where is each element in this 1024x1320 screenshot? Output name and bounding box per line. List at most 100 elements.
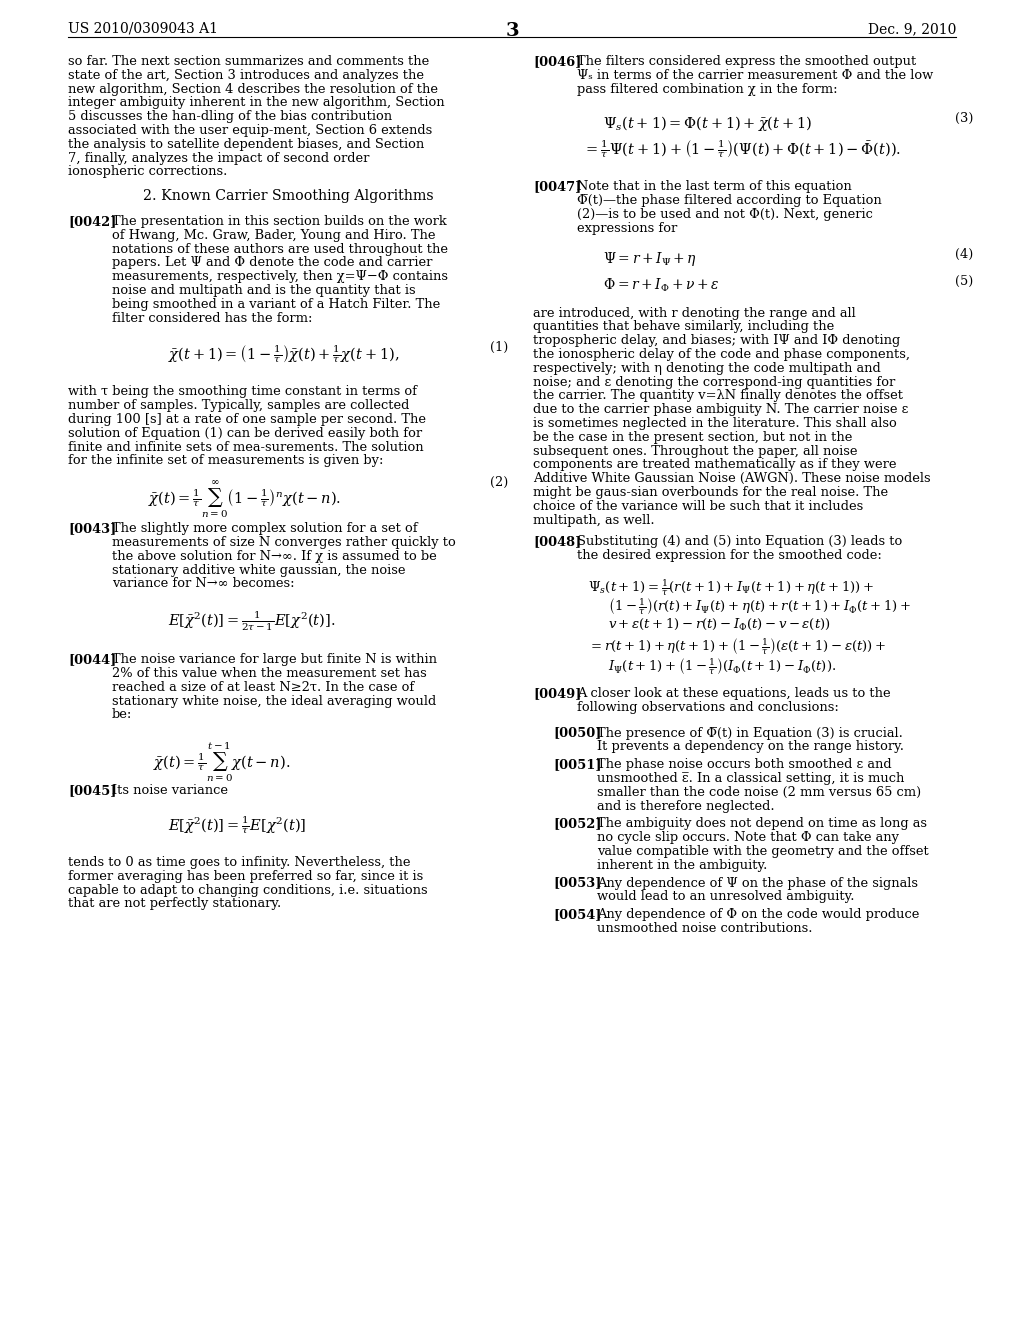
Text: notations of these authors are used throughout the: notations of these authors are used thro… — [112, 243, 449, 256]
Text: [0046]: [0046] — [534, 55, 582, 69]
Text: choice of the variance will be such that it includes: choice of the variance will be such that… — [534, 500, 863, 512]
Text: of Hwang, Mc. Graw, Bader, Young and Hiro. The: of Hwang, Mc. Graw, Bader, Young and Hir… — [112, 228, 435, 242]
Text: (1): (1) — [489, 342, 508, 354]
Text: ionospheric corrections.: ionospheric corrections. — [68, 165, 227, 178]
Text: finite and infinite sets of mea-surements. The solution: finite and infinite sets of mea-surement… — [68, 441, 424, 454]
Text: Substituting (4) and (5) into Equation (3) leads to: Substituting (4) and (5) into Equation (… — [577, 536, 902, 548]
Text: [0051]: [0051] — [553, 758, 601, 771]
Text: pass filtered combination χ in the form:: pass filtered combination χ in the form: — [577, 83, 838, 95]
Text: solution of Equation (1) can be derived easily both for: solution of Equation (1) can be derived … — [68, 426, 422, 440]
Text: noise and multipath and is the quantity that is: noise and multipath and is the quantity … — [112, 284, 416, 297]
Text: 2% of this value when the measurement set has: 2% of this value when the measurement se… — [112, 667, 427, 680]
Text: Any dependence of Ψ on the phase of the signals: Any dependence of Ψ on the phase of the … — [597, 876, 918, 890]
Text: be:: be: — [112, 709, 132, 722]
Text: measurements, respectively, then χ=Ψ−Φ contains: measurements, respectively, then χ=Ψ−Φ c… — [112, 271, 449, 284]
Text: [0050]: [0050] — [553, 726, 601, 739]
Text: [0052]: [0052] — [553, 817, 601, 830]
Text: $\bar{\chi}(t) = \frac{1}{\tau}\sum_{n=0}^{t-1}\chi(t-n).$: $\bar{\chi}(t) = \frac{1}{\tau}\sum_{n=0… — [153, 741, 291, 784]
Text: papers. Let Ψ and Φ denote the code and carrier: papers. Let Ψ and Φ denote the code and … — [112, 256, 432, 269]
Text: US 2010/0309043 A1: US 2010/0309043 A1 — [68, 22, 218, 36]
Text: (3): (3) — [954, 112, 973, 125]
Text: associated with the user equip-ment, Section 6 extends: associated with the user equip-ment, Sec… — [68, 124, 432, 137]
Text: inherent in the ambiguity.: inherent in the ambiguity. — [597, 859, 767, 871]
Text: the carrier. The quantity v=λN finally denotes the offset: the carrier. The quantity v=λN finally d… — [534, 389, 903, 403]
Text: $E[\bar{\chi}^2(t)] = \frac{1}{\tau}E[\chi^2(t)]$: $E[\bar{\chi}^2(t)] = \frac{1}{\tau}E[\c… — [168, 814, 306, 836]
Text: respectively; with η denoting the code multipath and: respectively; with η denoting the code m… — [534, 362, 881, 375]
Text: [0045]: [0045] — [68, 784, 117, 797]
Text: for the infinite set of measurements is given by:: for the infinite set of measurements is … — [68, 454, 384, 467]
Text: multipath, as well.: multipath, as well. — [534, 513, 654, 527]
Text: filter considered has the form:: filter considered has the form: — [112, 312, 312, 325]
Text: integer ambiguity inherent in the new algorithm, Section: integer ambiguity inherent in the new al… — [68, 96, 444, 110]
Text: tropospheric delay, and biases; with IΨ and IΦ denoting: tropospheric delay, and biases; with IΨ … — [534, 334, 900, 347]
Text: $\Psi_s(t+1) = \frac{1}{\tau}(r(t+1)+I_\Psi(t+1)+\eta(t+1)) +$: $\Psi_s(t+1) = \frac{1}{\tau}(r(t+1)+I_\… — [588, 577, 874, 597]
Text: the analysis to satellite dependent biases, and Section: the analysis to satellite dependent bias… — [68, 137, 424, 150]
Text: the ionospheric delay of the code and phase components,: the ionospheric delay of the code and ph… — [534, 348, 910, 360]
Text: number of samples. Typically, samples are collected: number of samples. Typically, samples ar… — [68, 399, 410, 412]
Text: smaller than the code noise (2 mm versus 65 cm): smaller than the code noise (2 mm versus… — [597, 785, 922, 799]
Text: It prevents a dependency on the range history.: It prevents a dependency on the range hi… — [597, 741, 904, 754]
Text: quantities that behave similarly, including the: quantities that behave similarly, includ… — [534, 321, 835, 334]
Text: that are not perfectly stationary.: that are not perfectly stationary. — [68, 898, 282, 911]
Text: 2. Known Carrier Smoothing Algorithms: 2. Known Carrier Smoothing Algorithms — [142, 189, 433, 203]
Text: [0054]: [0054] — [553, 908, 601, 921]
Text: are introduced, with r denoting the range and all: are introduced, with r denoting the rang… — [534, 306, 856, 319]
Text: value compatible with the geometry and the offset: value compatible with the geometry and t… — [597, 845, 929, 858]
Text: $\Psi = r + I_\Psi + \eta$: $\Psi = r + I_\Psi + \eta$ — [603, 249, 697, 268]
Text: $= \frac{1}{\tau}\Psi(t+1) + \left(1-\frac{1}{\tau}\right)(\Psi(t)+\Phi(t+1)-\ba: $= \frac{1}{\tau}\Psi(t+1) + \left(1-\fr… — [583, 139, 901, 160]
Text: stationary white noise, the ideal averaging would: stationary white noise, the ideal averag… — [112, 694, 436, 708]
Text: would lead to an unresolved ambiguity.: would lead to an unresolved ambiguity. — [597, 891, 854, 903]
Text: with τ being the smoothing time constant in terms of: with τ being the smoothing time constant… — [68, 385, 417, 399]
Text: Any dependence of Φ on the code would produce: Any dependence of Φ on the code would pr… — [597, 908, 920, 921]
Text: (2): (2) — [489, 477, 508, 490]
Text: former averaging has been preferred so far, since it is: former averaging has been preferred so f… — [68, 870, 423, 883]
Text: $\Phi = r + I_\Phi + \nu + \varepsilon$: $\Phi = r + I_\Phi + \nu + \varepsilon$ — [603, 277, 720, 294]
Text: unsmoothed ε̅. In a classical setting, it is much: unsmoothed ε̅. In a classical setting, i… — [597, 772, 904, 785]
Text: measurements of size N converges rather quickly to: measurements of size N converges rather … — [112, 536, 456, 549]
Text: The presentation in this section builds on the work: The presentation in this section builds … — [112, 215, 446, 228]
Text: 5 discusses the han-dling of the bias contribution: 5 discusses the han-dling of the bias co… — [68, 110, 392, 123]
Text: [0048]: [0048] — [534, 536, 582, 548]
Text: [0044]: [0044] — [68, 653, 117, 667]
Text: [0047]: [0047] — [534, 181, 582, 194]
Text: reached a size of at least N≥2τ. In the case of: reached a size of at least N≥2τ. In the … — [112, 681, 415, 694]
Text: $\left(1-\frac{1}{\tau}\right)(r(t)+I_\Psi(t)+\eta(t)+r(t+1)+I_\Phi(t+1)+$: $\left(1-\frac{1}{\tau}\right)(r(t)+I_\P… — [608, 597, 911, 616]
Text: The noise variance for large but finite N is within: The noise variance for large but finite … — [112, 653, 437, 667]
Text: stationary additive white gaussian, the noise: stationary additive white gaussian, the … — [112, 564, 406, 577]
Text: so far. The next section summarizes and comments the: so far. The next section summarizes and … — [68, 55, 429, 69]
Text: subsequent ones. Throughout the paper, all noise: subsequent ones. Throughout the paper, a… — [534, 445, 857, 458]
Text: $E[\bar{\chi}^2(t)] = \frac{1}{2\tau - 1}E[\chi^2(t)].$: $E[\bar{\chi}^2(t)] = \frac{1}{2\tau - 1… — [168, 610, 335, 632]
Text: The ambiguity does not depend on time as long as: The ambiguity does not depend on time as… — [597, 817, 927, 830]
Text: following observations and conclusions:: following observations and conclusions: — [577, 701, 839, 714]
Text: and is therefore neglected.: and is therefore neglected. — [597, 800, 774, 813]
Text: the above solution for N→∞. If χ is assumed to be: the above solution for N→∞. If χ is assu… — [112, 550, 437, 562]
Text: is sometimes neglected in the literature. This shall also: is sometimes neglected in the literature… — [534, 417, 897, 430]
Text: $= r(t+1)+\eta(t+1)+\left(1-\frac{1}{\tau}\right)(\varepsilon(t+1)-\varepsilon(t: $= r(t+1)+\eta(t+1)+\left(1-\frac{1}{\ta… — [588, 638, 886, 657]
Text: 3: 3 — [505, 22, 519, 40]
Text: expressions for: expressions for — [577, 222, 677, 235]
Text: $I_\Psi(t+1)+\left(1-\frac{1}{\tau}\right)(I_\Phi(t+1)-I_\Phi(t)).$: $I_\Psi(t+1)+\left(1-\frac{1}{\tau}\righ… — [608, 657, 837, 677]
Text: (4): (4) — [954, 248, 973, 260]
Text: [0049]: [0049] — [534, 686, 582, 700]
Text: might be gaus-sian overbounds for the real noise. The: might be gaus-sian overbounds for the re… — [534, 486, 888, 499]
Text: variance for N→∞ becomes:: variance for N→∞ becomes: — [112, 577, 295, 590]
Text: The slightly more complex solution for a set of: The slightly more complex solution for a… — [112, 523, 418, 535]
Text: (2)—is to be used and not Φ(t). Next, generic: (2)—is to be used and not Φ(t). Next, ge… — [577, 209, 872, 220]
Text: $\bar{\chi}(t+1) = \left(1 - \frac{1}{\tau}\right)\bar{\chi}(t) + \frac{1}{\tau}: $\bar{\chi}(t+1) = \left(1 - \frac{1}{\t… — [168, 343, 399, 364]
Text: capable to adapt to changing conditions, i.e. situations: capable to adapt to changing conditions,… — [68, 883, 428, 896]
Text: $v+\varepsilon(t+1)-r(t)-I_\Phi(t)-v-\varepsilon(t))$: $v+\varepsilon(t+1)-r(t)-I_\Phi(t)-v-\va… — [608, 616, 830, 632]
Text: The filters considered express the smoothed output: The filters considered express the smoot… — [577, 55, 916, 69]
Text: the desired expression for the smoothed code:: the desired expression for the smoothed … — [577, 549, 882, 562]
Text: (5): (5) — [954, 275, 973, 288]
Text: Ψₛ in terms of the carrier measurement Φ and the low: Ψₛ in terms of the carrier measurement Φ… — [577, 69, 933, 82]
Text: A closer look at these equations, leads us to the: A closer look at these equations, leads … — [577, 686, 891, 700]
Text: The presence of Φ̅(t) in Equation (3) is crucial.: The presence of Φ̅(t) in Equation (3) is… — [597, 726, 903, 739]
Text: components are treated mathematically as if they were: components are treated mathematically as… — [534, 458, 896, 471]
Text: being smoothed in a variant of a Hatch Filter. The: being smoothed in a variant of a Hatch F… — [112, 298, 440, 310]
Text: Dec. 9, 2010: Dec. 9, 2010 — [867, 22, 956, 36]
Text: no cycle slip occurs. Note that Φ can take any: no cycle slip occurs. Note that Φ can ta… — [597, 832, 899, 845]
Text: [0043]: [0043] — [68, 523, 117, 535]
Text: be the case in the present section, but not in the: be the case in the present section, but … — [534, 430, 852, 444]
Text: tends to 0 as time goes to infinity. Nevertheless, the: tends to 0 as time goes to infinity. Nev… — [68, 855, 411, 869]
Text: during 100 [s] at a rate of one sample per second. The: during 100 [s] at a rate of one sample p… — [68, 413, 426, 426]
